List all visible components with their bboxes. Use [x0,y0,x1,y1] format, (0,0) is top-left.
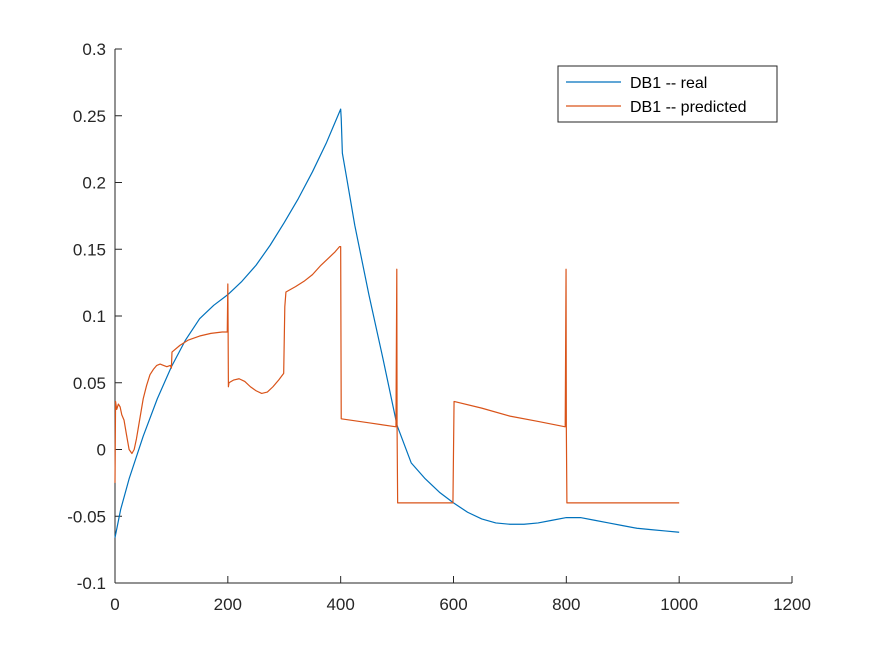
x-tick-label: 400 [326,595,354,614]
x-tick-label: 1200 [773,595,811,614]
axes: 0 200 400 600 800 1000 1200 -0.1 -0.05 0 0.05 0.1 0.… [67,40,811,614]
y-tick-label: 0.3 [82,40,106,59]
y-tick-label: -0.1 [77,574,106,593]
y-tick-label: -0.05 [67,507,106,526]
y-tick-label: 0.2 [82,174,106,193]
legend-label-2: DB1 -- predicted [630,99,747,116]
series-line-2 [114,245,680,504]
y-tick-label: 0.15 [73,240,106,259]
series-line-1 [114,108,680,538]
x-tick-label: 800 [552,595,580,614]
y-tick-label: 0.1 [82,307,106,326]
y-tick-label: 0.05 [73,374,106,393]
legend[interactable]: DB1 -- real DB1 -- predicted [557,65,778,123]
x-tick-label: 200 [214,595,242,614]
legend-label-1: DB1 -- real [630,75,707,92]
legend-box [557,65,778,123]
plot-series [114,108,680,538]
y-tick-label: 0.25 [73,107,106,126]
x-tick-label: 0 [110,595,119,614]
y-tick-label: 0 [97,441,106,460]
x-tick-label: 1000 [660,595,698,614]
x-tick-label: 600 [439,595,467,614]
